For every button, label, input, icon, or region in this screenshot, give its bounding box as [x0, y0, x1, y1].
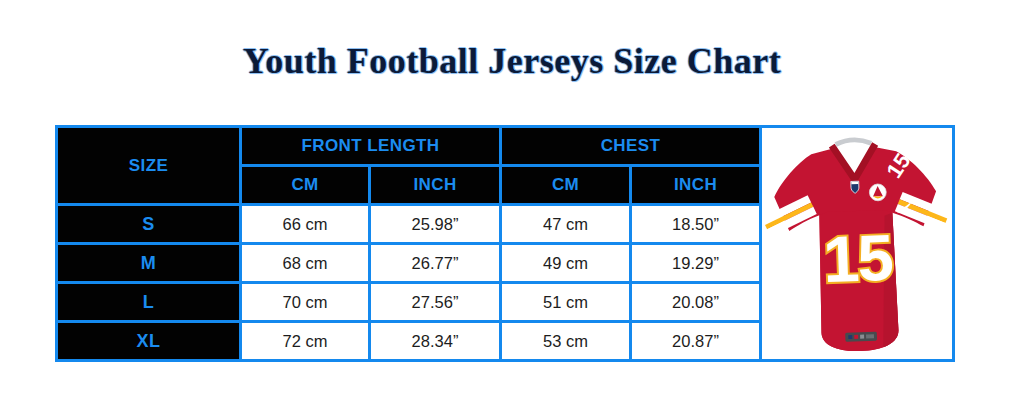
- team-patch-logo: [869, 184, 886, 201]
- size-cell: M: [57, 244, 241, 283]
- chest-inch-cell: 20.08”: [631, 283, 761, 322]
- front-length-group-header: FRONT LENGTH: [241, 127, 501, 166]
- size-cell: S: [57, 205, 241, 244]
- front-inch-cell: 26.77”: [370, 244, 501, 283]
- size-column-header: SIZE: [57, 127, 241, 205]
- front-cm-cell: 70 cm: [241, 283, 370, 322]
- front-cm-cell: 68 cm: [241, 244, 370, 283]
- jersey-image: 15 15: [762, 128, 952, 359]
- chest-cm-cell: 49 cm: [501, 244, 631, 283]
- chest-cm-header: CM: [501, 166, 631, 205]
- chest-group-header: CHEST: [501, 127, 761, 166]
- table-header-row-groups: SIZE FRONT LENGTH CHEST: [57, 127, 954, 166]
- front-inch-cell: 25.98”: [370, 205, 501, 244]
- jock-tag: [845, 332, 877, 342]
- front-cm-header: CM: [241, 166, 370, 205]
- front-inch-cell: 27.56”: [370, 283, 501, 322]
- jersey-image-cell: 15 15: [761, 127, 954, 361]
- chest-cm-cell: 51 cm: [501, 283, 631, 322]
- chest-inch-cell: 18.50”: [631, 205, 761, 244]
- front-inch-cell: 28.34”: [370, 322, 501, 361]
- chest-inch-cell: 19.29”: [631, 244, 761, 283]
- front-inch-header: INCH: [370, 166, 501, 205]
- red-jersey-graphic: 15 15: [763, 128, 951, 359]
- size-chart-table: SIZE FRONT LENGTH CHEST: [55, 125, 955, 362]
- chest-cm-cell: 47 cm: [501, 205, 631, 244]
- size-cell: L: [57, 283, 241, 322]
- size-cell: XL: [57, 322, 241, 361]
- jersey-chest-number: 15: [822, 221, 894, 296]
- chest-inch-cell: 20.87”: [631, 322, 761, 361]
- chest-cm-cell: 53 cm: [501, 322, 631, 361]
- page-title: Youth Football Jerseys Size Chart: [0, 40, 1024, 82]
- chest-inch-header: INCH: [631, 166, 761, 205]
- front-cm-cell: 72 cm: [241, 322, 370, 361]
- front-cm-cell: 66 cm: [241, 205, 370, 244]
